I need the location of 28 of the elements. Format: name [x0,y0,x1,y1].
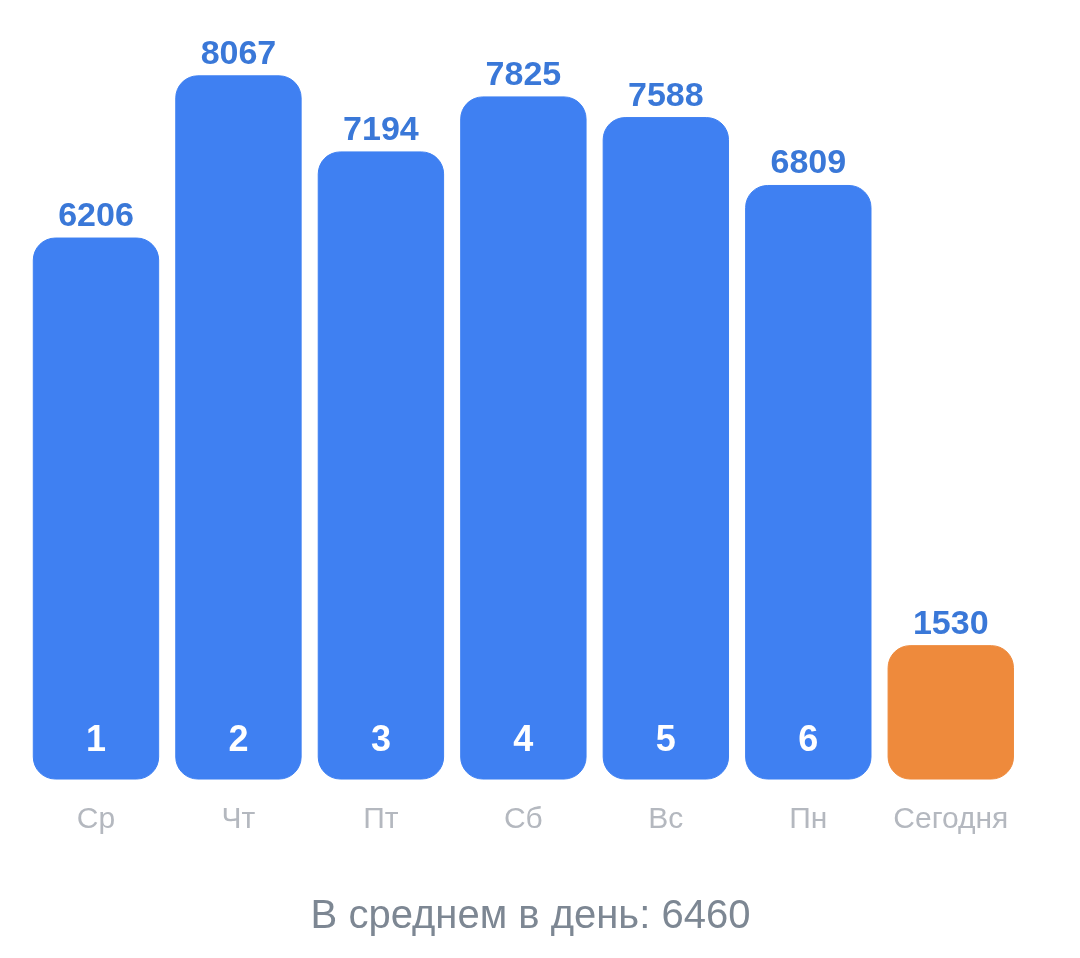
x-tick-label: Пт [363,801,399,835]
annotation: 4 [513,718,534,760]
x-tick-label: Сб [503,801,543,835]
x-tick-label: Чт [221,801,256,835]
data-label: 7825 [485,53,562,92]
data-label: 7588 [628,74,704,113]
x-tick-label: Вс [648,801,684,835]
data-label: 1530 [912,602,989,641]
annotation: 6 [798,718,819,760]
bar [175,75,302,780]
bar [317,151,445,780]
annotation: 5 [655,718,676,760]
bar [745,184,872,780]
bar [887,645,1014,780]
annotation: 2 [228,718,249,760]
x-tick-label: Пн [789,801,828,835]
bar [32,237,160,780]
bar [460,96,587,780]
data-label: 6206 [58,195,134,234]
text: В среднем в день: 6460 [310,891,751,936]
annotation: 3 [370,718,391,760]
data-label: 6809 [770,142,847,181]
data-label: 8067 [200,32,277,71]
x-tick-label: Сегодня [893,801,1009,835]
bar [602,117,730,780]
data-label: 7194 [343,108,419,147]
annotation: 1 [85,718,106,760]
x-tick-label: Ср [76,801,116,835]
